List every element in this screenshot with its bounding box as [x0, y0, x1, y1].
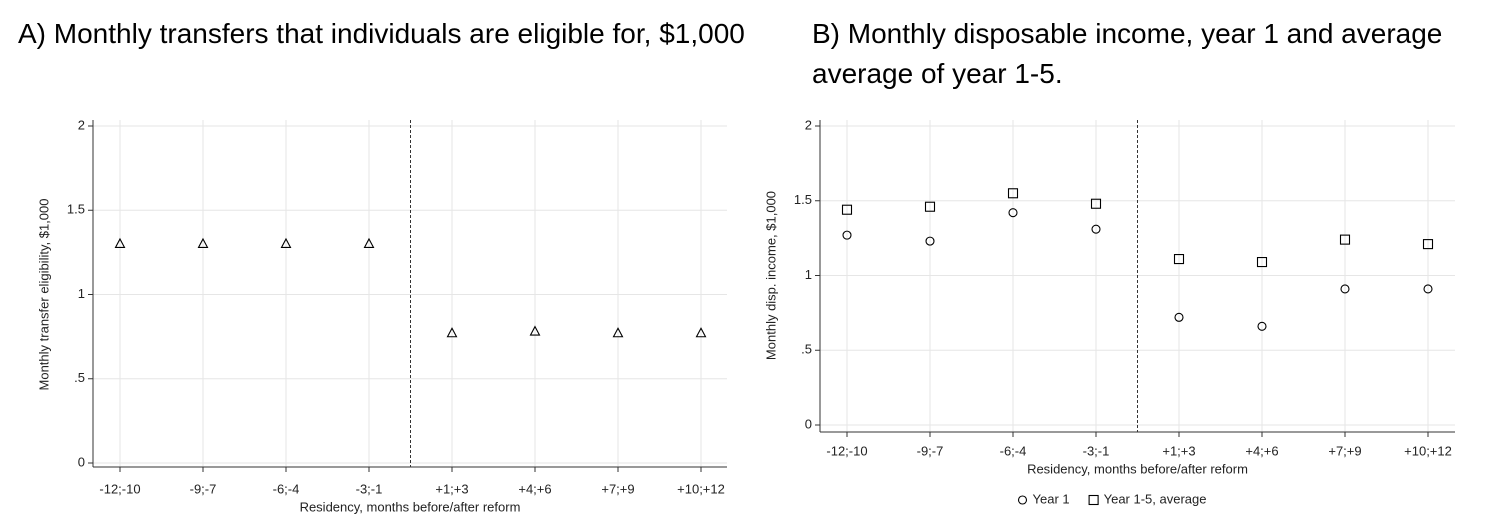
x-tick-label: -9;-7: [917, 443, 944, 458]
x-tick-label: +7;+9: [1328, 443, 1361, 458]
x-tick-label: +10;+12: [1404, 443, 1452, 458]
marker: [1017, 495, 1028, 505]
chart-title: A) Monthly transfers that individuals ar…: [18, 18, 745, 49]
marker: [924, 201, 936, 212]
chart-title: B) Monthly disposable income, year 1 and…: [812, 18, 1443, 89]
marker: [1257, 321, 1267, 331]
marker: [529, 325, 541, 336]
x-tick-label: -12;-10: [99, 481, 140, 496]
marker: [1090, 198, 1102, 209]
y-tick-label: .5: [801, 342, 812, 357]
marker: [363, 237, 375, 248]
marker: [114, 237, 126, 248]
x-axis-label: Residency, months before/after reform: [300, 499, 521, 514]
marker: [842, 230, 852, 240]
marker: [1091, 224, 1101, 234]
marker: [1088, 494, 1099, 506]
marker: [1423, 284, 1433, 294]
marker: [1256, 256, 1268, 268]
marker: [1422, 239, 1434, 250]
y-tick-label: 1.5: [67, 202, 85, 217]
marker: [1008, 208, 1018, 218]
marker: [612, 327, 624, 338]
marker: [280, 237, 292, 248]
y-tick-label: 1: [78, 286, 85, 301]
marker: [1174, 312, 1184, 322]
y-axis-label: Monthly transfer eligibility, $1,000: [36, 199, 51, 391]
x-tick-label: -12;-10: [826, 443, 867, 458]
y-tick-label: 1: [805, 267, 812, 282]
x-tick-label: +4;+6: [518, 481, 551, 496]
x-tick-label: -9;-7: [190, 481, 217, 496]
y-tick-label: 0: [78, 454, 85, 469]
y-tick-label: 0: [805, 416, 812, 431]
marker: [1173, 254, 1185, 265]
legend-label: Year 1-5, average: [1104, 491, 1207, 506]
y-tick-label: 1.5: [794, 192, 812, 207]
x-tick-label: +1;+3: [435, 481, 468, 496]
marker: [197, 237, 209, 248]
x-tick-label: +1;+3: [1162, 443, 1195, 458]
marker: [841, 204, 853, 215]
x-tick-label: +10;+12: [677, 481, 725, 496]
x-tick-label: +4;+6: [1245, 443, 1278, 458]
y-tick-label: 2: [78, 117, 85, 132]
y-axis-label: Monthly disp. income, $1,000: [763, 191, 778, 360]
x-tick-label: -6;-4: [1000, 443, 1027, 458]
y-tick-label: .5: [74, 370, 85, 385]
x-tick-label: -3;-1: [356, 481, 383, 496]
marker: [446, 327, 458, 338]
legend-label: Year 1: [1033, 491, 1070, 506]
x-tick-label: -3;-1: [1083, 443, 1110, 458]
x-tick-label: -6;-4: [273, 481, 300, 496]
marker: [925, 236, 935, 246]
y-tick-label: 2: [805, 117, 812, 132]
x-tick-label: +7;+9: [601, 481, 634, 496]
x-axis-label: Residency, months before/after reform: [1027, 461, 1248, 476]
marker: [1339, 234, 1351, 245]
marker: [695, 327, 707, 338]
marker: [1007, 188, 1019, 199]
marker: [1340, 284, 1350, 294]
